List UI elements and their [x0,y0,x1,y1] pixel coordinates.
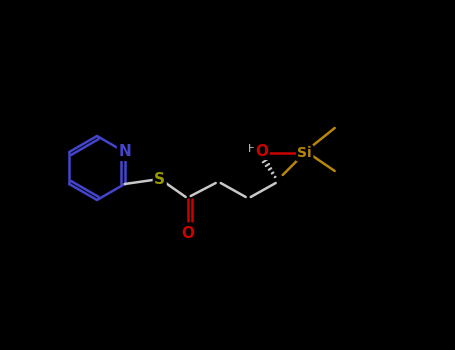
Text: N: N [118,145,131,160]
Text: Si: Si [298,146,312,160]
Text: S: S [154,172,165,187]
Text: O: O [255,144,268,159]
Text: H: H [248,144,256,154]
Text: O: O [181,225,194,240]
